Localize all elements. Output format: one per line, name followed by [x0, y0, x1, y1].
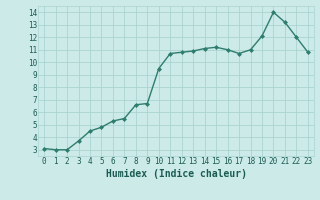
X-axis label: Humidex (Indice chaleur): Humidex (Indice chaleur)	[106, 169, 246, 179]
